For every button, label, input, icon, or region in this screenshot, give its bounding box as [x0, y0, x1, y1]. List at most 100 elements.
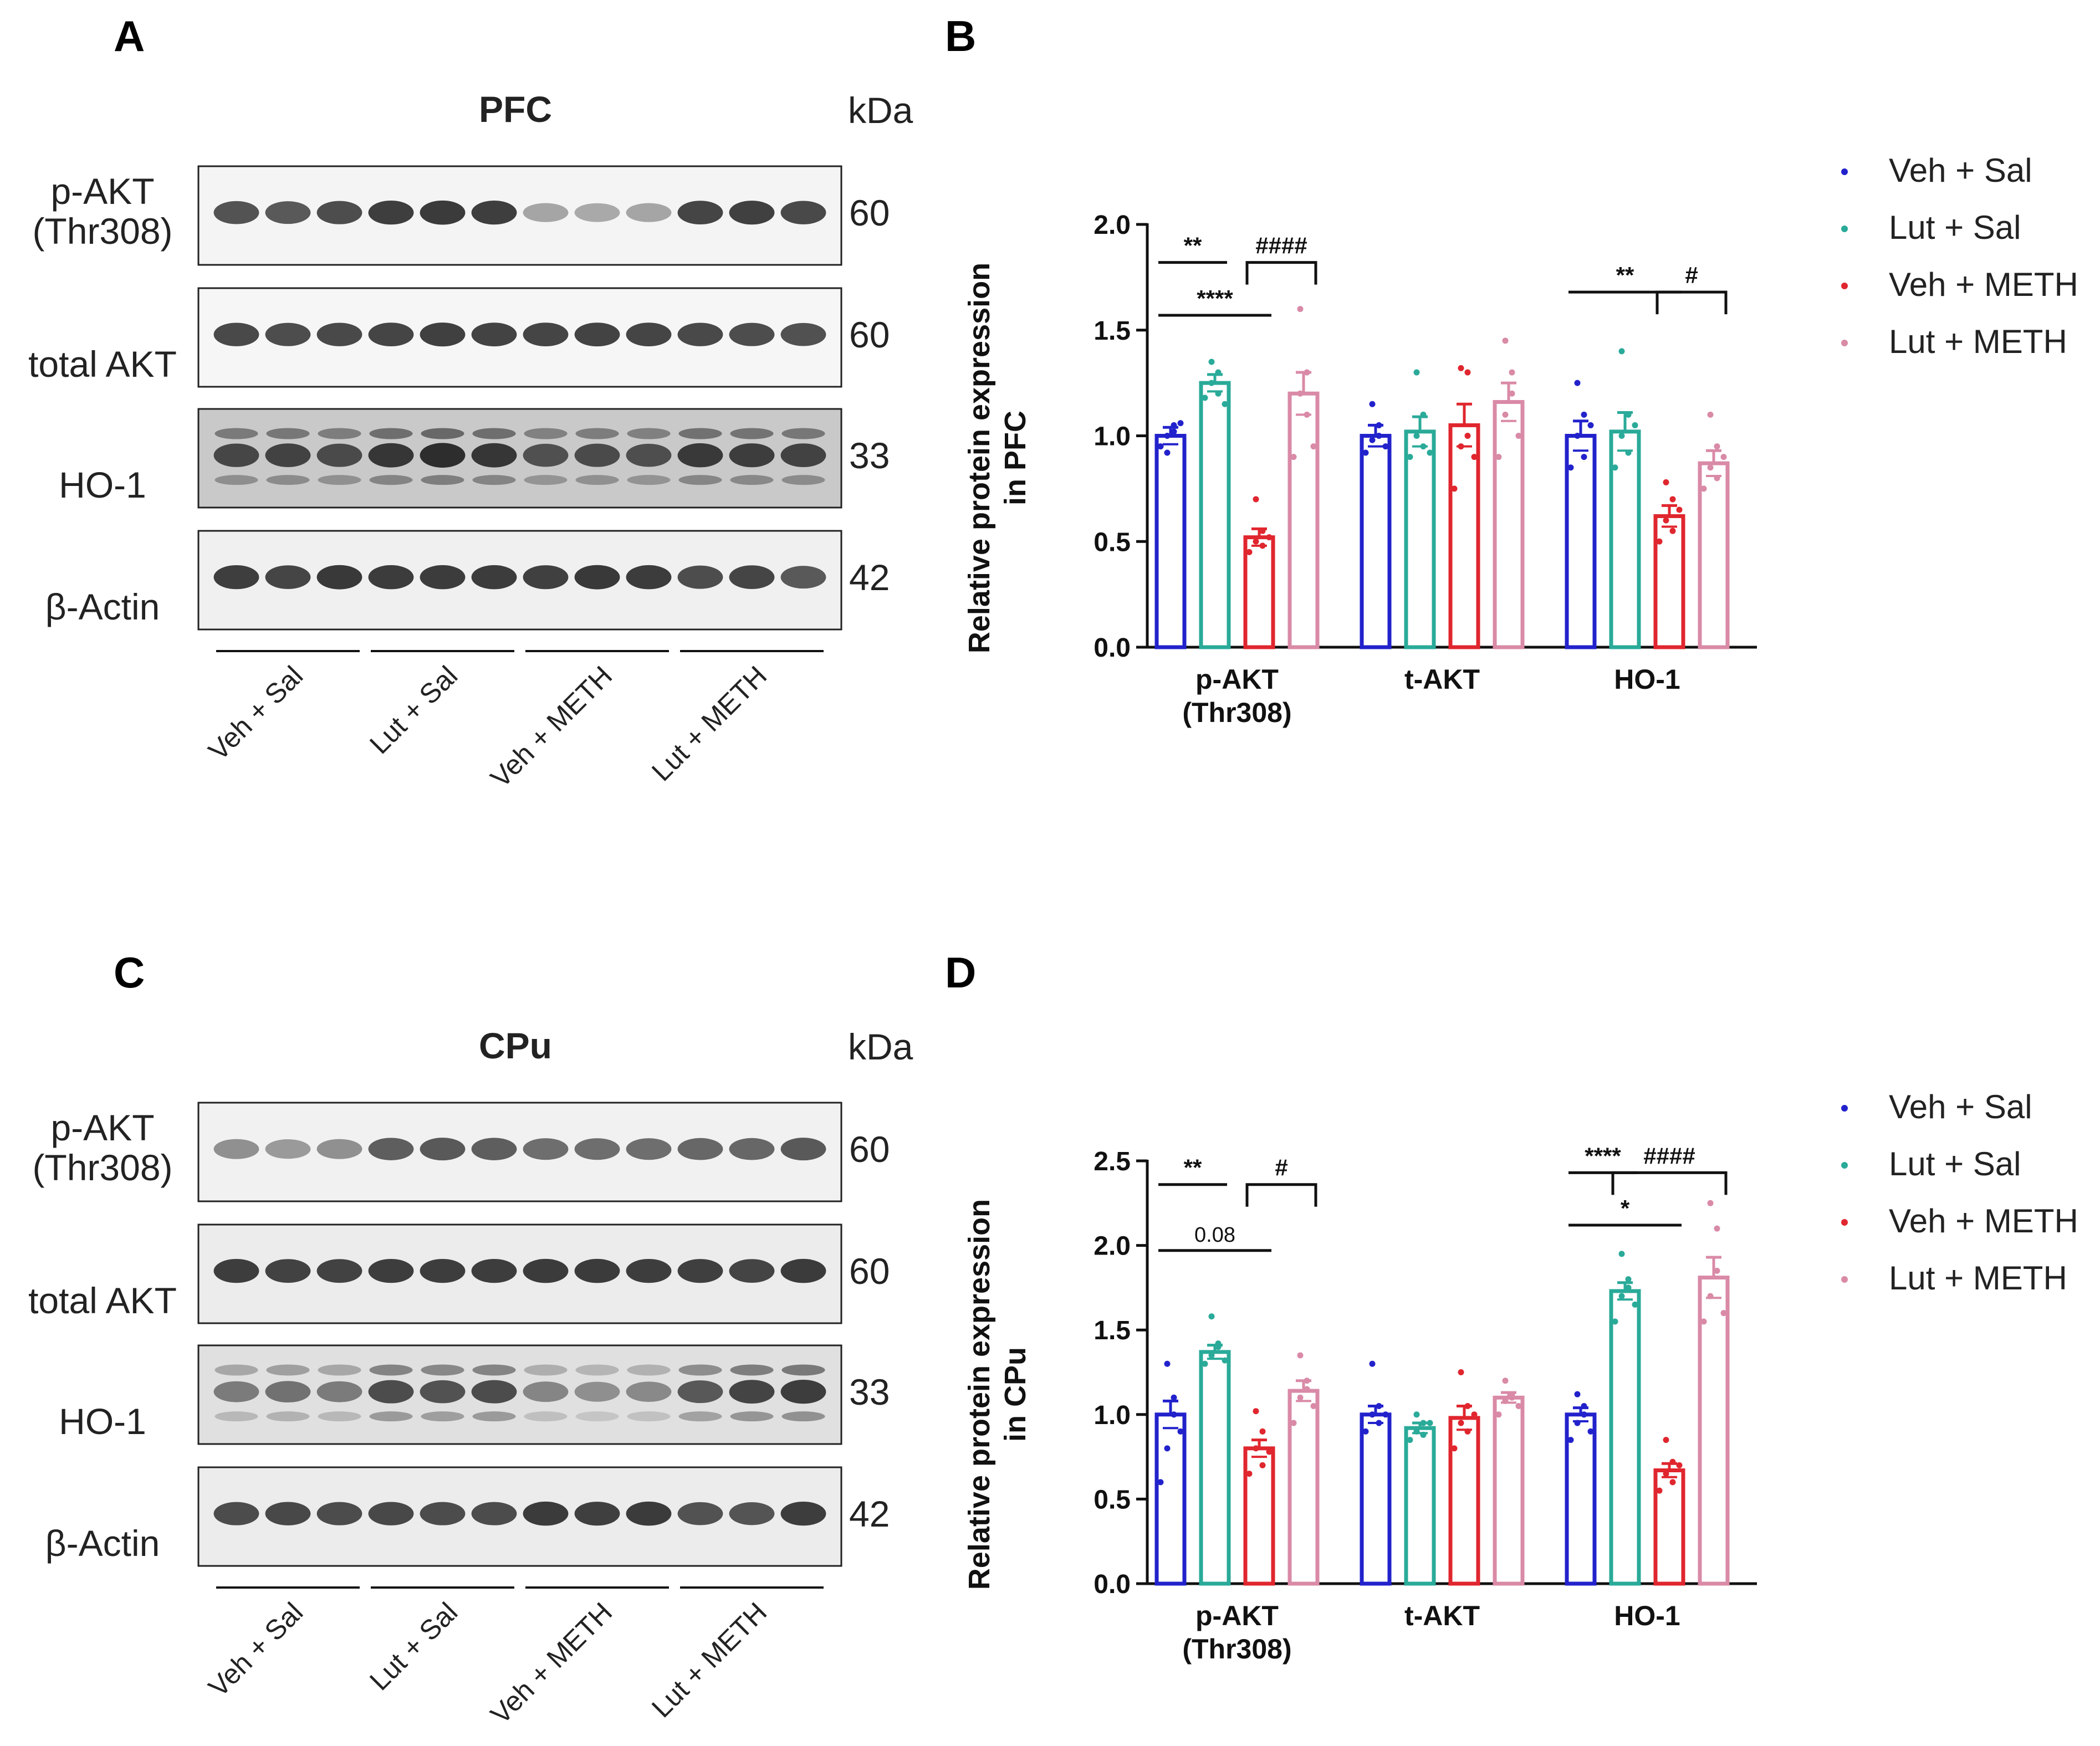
data-point — [1669, 1479, 1676, 1486]
bar — [1287, 391, 1320, 649]
data-point — [1290, 1420, 1297, 1426]
data-point — [1707, 1293, 1714, 1299]
data-point — [1714, 1225, 1720, 1232]
data-point — [1215, 1340, 1222, 1347]
data-point — [1574, 433, 1581, 439]
data-point — [1625, 449, 1632, 456]
data-point — [1656, 1487, 1663, 1494]
blot-band-lower — [318, 1411, 361, 1422]
data-point — [1369, 1360, 1376, 1367]
blot-band — [265, 1259, 311, 1283]
data-point — [1246, 1471, 1253, 1477]
blot-panel-cpu: C CPu kDa p-AKT(Thr308) 60 total AKT 60 HO-1 33 β… — [28, 948, 913, 1730]
blot-row: total AKT 60 — [28, 287, 890, 388]
y-tick-label: 0.0 — [1094, 1570, 1131, 1599]
significance-label: # — [1685, 262, 1698, 288]
blot-band — [420, 1502, 466, 1525]
blot-band — [574, 1502, 620, 1526]
data-point — [1509, 390, 1515, 397]
blot-band — [780, 1258, 826, 1283]
blot-row: HO-1 33 — [59, 1344, 890, 1445]
blot-row-label: (Thr308) — [32, 1147, 172, 1188]
data-point — [1663, 1471, 1669, 1477]
blot-band-lower — [421, 475, 464, 485]
blot-band — [213, 201, 259, 224]
data-point — [1413, 369, 1420, 376]
data-point — [1707, 464, 1714, 471]
data-point — [1420, 411, 1427, 418]
blot-band-lower — [524, 1411, 568, 1422]
blot-band — [523, 322, 569, 347]
bar — [1404, 1426, 1436, 1586]
blot-band-upper — [421, 428, 464, 439]
blot-band — [471, 201, 517, 225]
blot-panel-pfc: A PFC kDa p-AKT(Thr308) 60 total AKT 60 HO-1 33 β… — [28, 12, 913, 793]
x-category-label: (Thr308) — [1182, 697, 1291, 728]
blot-band-lower — [575, 475, 619, 485]
blot-band — [316, 565, 362, 590]
blot-band-upper — [524, 428, 568, 439]
blot-band-upper — [472, 1364, 516, 1376]
group-label: Lut + METH — [646, 1596, 773, 1723]
bar — [1448, 1416, 1480, 1586]
blot-band — [213, 322, 259, 346]
data-point — [1632, 422, 1638, 428]
blot-band-lower — [781, 475, 825, 485]
data-point — [1362, 449, 1369, 456]
blot-band — [677, 1380, 723, 1404]
data-point — [1259, 1462, 1266, 1468]
blot-band-upper — [369, 428, 413, 439]
blot-band-upper — [318, 428, 361, 439]
bar — [1493, 1395, 1525, 1586]
data-point — [1464, 369, 1471, 376]
data-point — [1458, 1420, 1464, 1426]
blot-band-lower — [318, 475, 361, 485]
blot-band — [316, 1381, 362, 1402]
blot-band — [471, 1502, 517, 1525]
blot-band-lower — [369, 1411, 413, 1422]
blot-band — [574, 1381, 620, 1402]
data-point — [1171, 428, 1177, 435]
bar — [1287, 1389, 1320, 1586]
bar — [1404, 429, 1436, 649]
data-point — [1310, 1403, 1317, 1410]
data-point — [1310, 443, 1317, 450]
data-point — [1382, 1411, 1389, 1418]
data-point — [1618, 1251, 1625, 1257]
blot-band-upper — [421, 1364, 464, 1376]
blot-band-upper — [678, 1364, 722, 1376]
blot-band-upper — [266, 428, 310, 439]
blot-row-label: HO-1 — [59, 464, 146, 505]
data-point — [1663, 1437, 1669, 1443]
y-tick-label: 0.5 — [1094, 1485, 1131, 1514]
data-point — [1669, 528, 1676, 534]
data-point — [1458, 365, 1464, 371]
blot-row: β-Actin 42 — [45, 530, 890, 631]
panel-letter: A — [114, 12, 145, 60]
blot-row-kda: 60 — [849, 1129, 890, 1170]
legend-marker — [1841, 283, 1848, 289]
data-point — [1502, 337, 1509, 344]
x-category-label: t-AKT — [1404, 1600, 1480, 1631]
data-point — [1297, 1352, 1304, 1359]
blot-band — [368, 1259, 414, 1283]
data-point — [1222, 1357, 1228, 1364]
blot-title: CPu — [479, 1025, 552, 1066]
blot-band-upper — [214, 1364, 258, 1376]
data-point — [1618, 433, 1625, 439]
data-point — [1420, 1420, 1427, 1426]
data-point — [1369, 437, 1376, 443]
blot-band — [729, 201, 775, 225]
data-point — [1246, 549, 1253, 555]
x-category-label: p-AKT — [1195, 1600, 1279, 1631]
data-point — [1625, 1284, 1632, 1291]
blot-band — [574, 565, 620, 590]
data-point — [1587, 422, 1594, 428]
data-point — [1304, 411, 1310, 418]
blot-band — [265, 201, 311, 224]
data-point — [1581, 411, 1587, 418]
data-point — [1420, 443, 1427, 450]
blot-band-lower — [369, 475, 413, 485]
significance-label: ** — [1184, 233, 1202, 259]
blot-band — [420, 1259, 466, 1283]
